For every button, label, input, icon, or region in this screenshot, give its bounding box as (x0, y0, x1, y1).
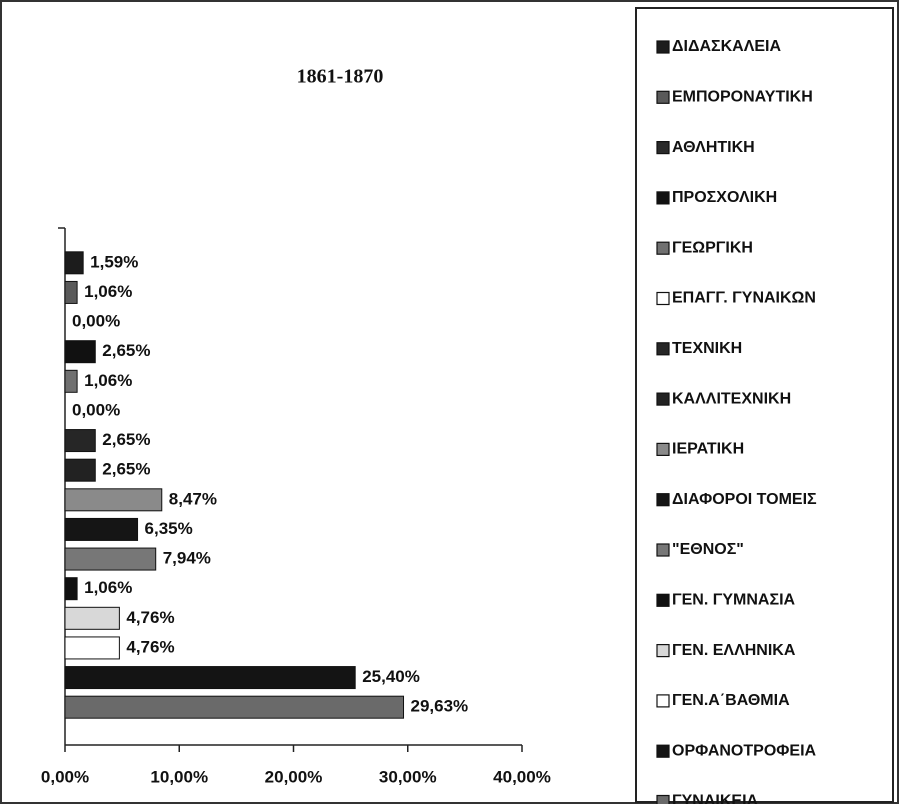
legend-label: ΓΕΩΡΓΙΚΗ (672, 239, 753, 256)
bar (64, 340, 96, 364)
legend-label: ΓΕΝ.Α΄ΒΑΘΜΙΑ (672, 692, 790, 709)
data-label: 1,06% (84, 282, 132, 301)
x-tick-label: 20,00% (265, 767, 323, 786)
data-label: 8,47% (169, 489, 217, 508)
data-label: 1,06% (84, 371, 132, 390)
legend-label: ΓΕΝ. ΓΥΜΝΑΣΙΑ (672, 592, 796, 609)
legend-label: ΕΠΑΓΓ. ΓΥΝΑΙΚΩΝ (672, 290, 816, 307)
legend-label: ΤΕΧΝΙΚΗ (672, 340, 742, 357)
legend-label: ΚΑΛΛΙΤΕΧΝΙΚΗ (672, 390, 791, 407)
legend-swatch (656, 241, 670, 255)
x-tick-label: 30,00% (379, 767, 437, 786)
data-label: 0,00% (72, 400, 120, 419)
bar (64, 577, 78, 601)
legend-swatch (656, 90, 670, 104)
legend-label: ΔΙΑΦΟΡΟΙ ΤΟΜΕΙΣ (672, 491, 817, 508)
legend-swatch (656, 392, 670, 406)
data-label: 6,35% (145, 519, 193, 538)
data-label: 2,65% (102, 460, 150, 479)
legend-swatch (656, 493, 670, 507)
legend-label: ΟΡΦΑΝΟΤΡΟΦΕΙΑ (672, 742, 817, 759)
legend-label: ΠΡΟΣΧΟΛΙΚΗ (672, 189, 777, 206)
bar (64, 488, 163, 512)
bar (64, 606, 120, 630)
data-label: 29,63% (411, 697, 469, 716)
legend-label: ΔΙΔΑΣΚΑΛΕΙΑ (672, 38, 782, 55)
legend-swatch (656, 543, 670, 557)
legend-swatch (656, 744, 670, 758)
data-label: 1,06% (84, 578, 132, 597)
legend-swatch (656, 141, 670, 155)
legend-swatch (656, 593, 670, 607)
x-tick-label: 40,00% (493, 767, 551, 786)
data-label: 4,76% (126, 637, 174, 656)
data-label: 2,65% (102, 341, 150, 360)
legend-swatch (656, 342, 670, 356)
data-label: 7,94% (163, 549, 211, 568)
data-label: 25,40% (362, 667, 420, 686)
bar (64, 695, 405, 719)
legend-swatch (656, 291, 670, 306)
legend-swatch (656, 442, 670, 456)
bar (64, 517, 139, 541)
x-tick-label: 0,00% (41, 767, 89, 786)
legend-label: ΕΜΠΟΡΟΝΑΥΤΙΚΗ (672, 89, 813, 106)
bar (64, 458, 96, 482)
legend-swatch (656, 191, 670, 205)
legend-swatch (656, 643, 670, 658)
bar (64, 547, 157, 571)
legend-swatch (656, 40, 670, 54)
bar (64, 280, 78, 304)
data-label: 2,65% (102, 430, 150, 449)
bar (64, 666, 356, 690)
data-label: 1,59% (90, 252, 138, 271)
bar (64, 636, 120, 660)
legend-label: "ΕΘΝΟΣ" (672, 541, 744, 558)
legend-label: ΓΥΝΑΙΚΕΙΑ (672, 793, 759, 804)
bar (64, 369, 78, 393)
legend-label: ΑΘΛΗΤΙΚΗ (672, 139, 755, 156)
data-label: 4,76% (126, 608, 174, 627)
x-tick-label: 10,00% (150, 767, 208, 786)
legend-label: ΓΕΝ. ΕΛΛΗΝΙΚΑ (672, 642, 796, 659)
bar (64, 429, 96, 453)
legend-label: ΙΕΡΑΤΙΚΗ (672, 441, 744, 458)
legend-box (635, 7, 894, 803)
data-label: 0,00% (72, 312, 120, 331)
legend-swatch (656, 794, 670, 804)
chart-title: 1861-1870 (297, 66, 384, 88)
bar (64, 251, 84, 275)
legend-swatch (656, 694, 670, 708)
